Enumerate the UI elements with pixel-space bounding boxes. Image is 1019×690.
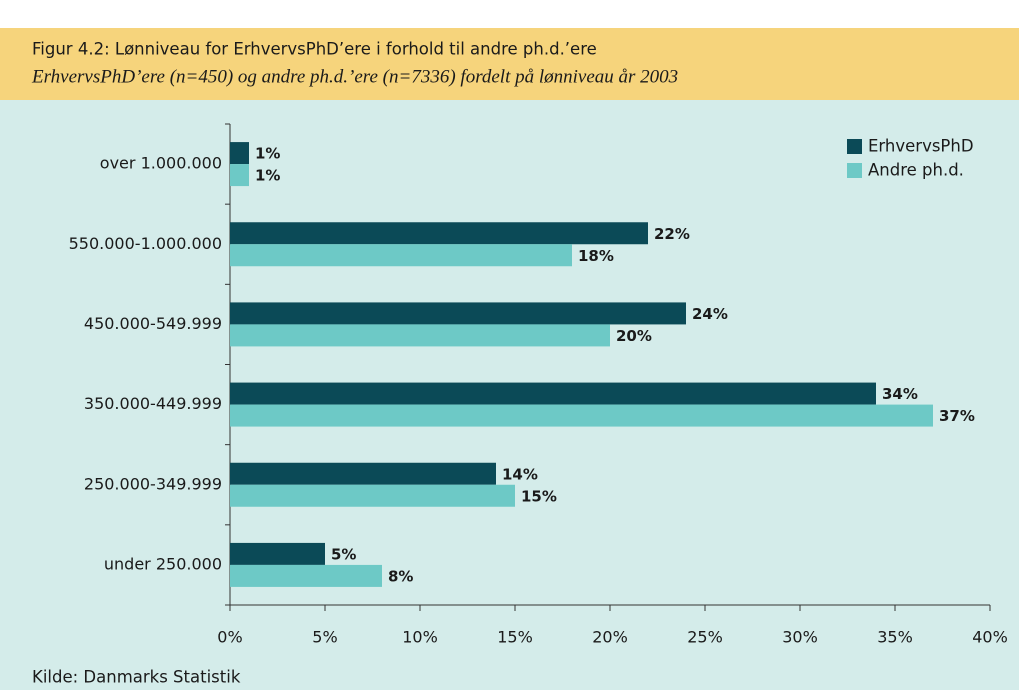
bar xyxy=(230,382,876,405)
x-tick-label: 15% xyxy=(497,628,533,647)
value-label: 37% xyxy=(939,407,975,425)
value-label: 24% xyxy=(692,305,728,323)
value-label: 1% xyxy=(255,167,280,185)
header-band xyxy=(0,28,1019,100)
bar xyxy=(230,142,249,165)
y-tick-label: 250.000-349.999 xyxy=(84,474,222,493)
y-tick-label: over 1.000.000 xyxy=(100,154,222,173)
source: Kilde: Danmarks Statistik xyxy=(32,668,241,687)
bar xyxy=(230,564,382,587)
value-label: 18% xyxy=(578,247,614,265)
bar xyxy=(230,542,325,565)
value-label: 1% xyxy=(255,145,280,163)
y-tick-label: 450.000-549.999 xyxy=(84,314,222,333)
y-tick-label: 550.000-1.000.000 xyxy=(69,234,222,253)
value-label: 14% xyxy=(502,465,538,483)
x-tick-label: 10% xyxy=(402,628,438,647)
legend-label: Andre ph.d. xyxy=(868,161,964,180)
bar xyxy=(230,244,572,267)
value-label: 20% xyxy=(616,327,652,345)
x-tick-label: 25% xyxy=(687,628,723,647)
legend-swatch xyxy=(847,163,862,178)
x-tick-label: 20% xyxy=(592,628,628,647)
chart-title: Figur 4.2: Lønniveau for ErhvervsPhD’ere… xyxy=(32,40,597,59)
x-tick-label: 5% xyxy=(312,628,337,647)
value-label: 34% xyxy=(882,385,918,403)
x-tick-label: 30% xyxy=(782,628,818,647)
bar xyxy=(230,484,515,507)
value-label: 5% xyxy=(331,545,356,563)
legend-swatch xyxy=(847,139,862,154)
bar xyxy=(230,164,249,187)
chart-subtitle: ErhvervsPhD’ere (n=450) og andre ph.d.’e… xyxy=(31,66,678,87)
bar xyxy=(230,404,933,427)
bar xyxy=(230,222,648,245)
value-label: 15% xyxy=(521,487,557,505)
value-label: 22% xyxy=(654,225,690,243)
legend-label: ErhvervsPhD xyxy=(868,137,974,156)
x-tick-label: 40% xyxy=(972,628,1008,647)
y-tick-label: 350.000-449.999 xyxy=(84,394,222,413)
bar xyxy=(230,324,610,347)
x-tick-label: 35% xyxy=(877,628,913,647)
x-tick-label: 0% xyxy=(217,628,242,647)
value-label: 8% xyxy=(388,567,413,585)
y-tick-label: under 250.000 xyxy=(104,554,222,573)
bar xyxy=(230,302,686,325)
bar xyxy=(230,462,496,485)
